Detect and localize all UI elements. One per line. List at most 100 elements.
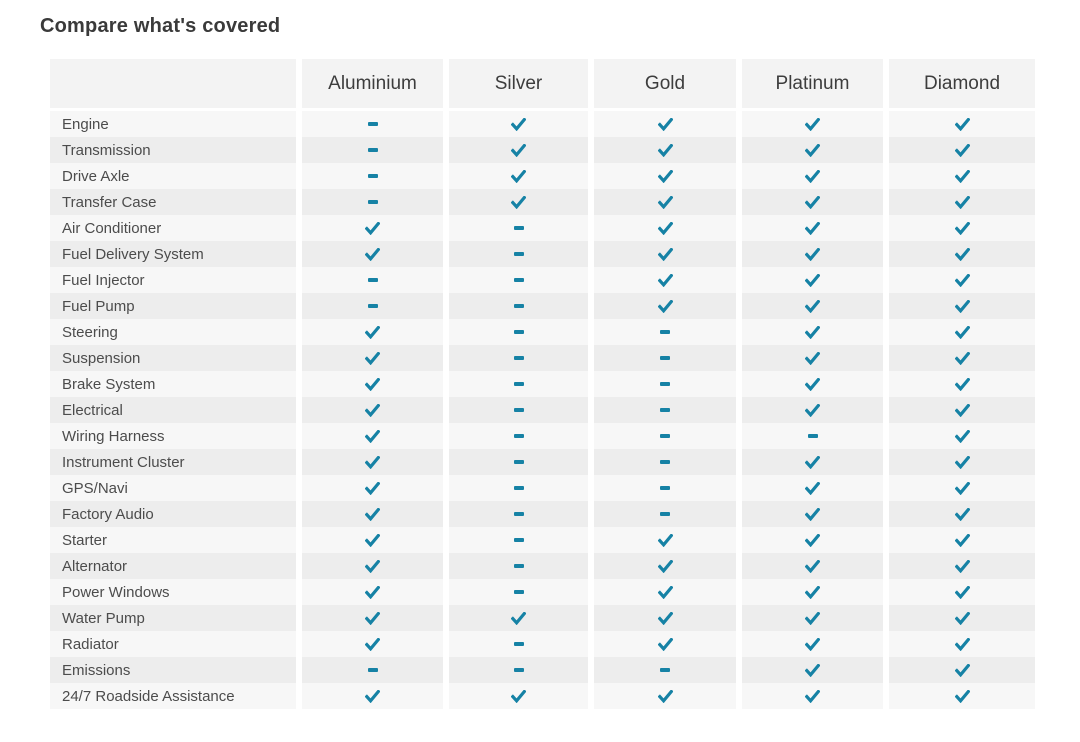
coverage-cell bbox=[302, 475, 443, 501]
row-label: GPS/Navi bbox=[50, 475, 296, 501]
coverage-cell bbox=[889, 319, 1035, 345]
dash-icon bbox=[367, 148, 378, 152]
column-header-platinum: Platinum bbox=[742, 59, 883, 108]
coverage-cell bbox=[889, 631, 1035, 657]
dash-icon bbox=[660, 486, 670, 490]
table-row: 24/7 Roadside Assistance bbox=[50, 683, 1035, 709]
coverage-cell bbox=[742, 579, 883, 605]
check-icon bbox=[657, 273, 673, 287]
check-icon bbox=[511, 611, 526, 625]
coverage-cell bbox=[742, 163, 883, 189]
check-icon bbox=[365, 455, 380, 469]
check-icon bbox=[365, 559, 380, 573]
coverage-cell bbox=[889, 475, 1035, 501]
coverage-cell bbox=[449, 501, 588, 527]
coverage-cell bbox=[889, 501, 1035, 527]
row-label: 24/7 Roadside Assistance bbox=[50, 683, 296, 709]
coverage-cell bbox=[742, 345, 883, 371]
coverage-cell bbox=[302, 683, 443, 709]
coverage-cell bbox=[889, 111, 1035, 137]
coverage-cell bbox=[889, 163, 1035, 189]
table-row: GPS/Navi bbox=[50, 475, 1035, 501]
check-icon bbox=[365, 533, 380, 547]
coverage-cell bbox=[889, 267, 1035, 293]
column-header-gold: Gold bbox=[594, 59, 736, 108]
check-icon bbox=[805, 455, 820, 469]
dash-icon bbox=[660, 512, 670, 516]
coverage-cell bbox=[742, 319, 883, 345]
dash-icon bbox=[513, 304, 524, 308]
coverage-cell bbox=[302, 189, 443, 215]
coverage-cell bbox=[302, 397, 443, 423]
check-icon bbox=[365, 429, 380, 443]
dash-icon bbox=[367, 174, 378, 178]
table-row: Water Pump bbox=[50, 605, 1035, 631]
coverage-cell bbox=[889, 423, 1035, 449]
check-icon bbox=[365, 585, 380, 599]
check-icon bbox=[805, 299, 820, 313]
coverage-cell bbox=[594, 449, 736, 475]
coverage-cell bbox=[742, 371, 883, 397]
check-icon bbox=[954, 637, 970, 651]
row-label: Wiring Harness bbox=[50, 423, 296, 449]
dash-icon bbox=[513, 512, 524, 516]
coverage-cell bbox=[889, 553, 1035, 579]
coverage-cell bbox=[449, 657, 588, 683]
coverage-cell bbox=[742, 397, 883, 423]
table-row: Brake System bbox=[50, 371, 1035, 397]
coverage-cell bbox=[302, 527, 443, 553]
coverage-cell bbox=[302, 319, 443, 345]
coverage-cell bbox=[889, 241, 1035, 267]
coverage-cell bbox=[742, 449, 883, 475]
coverage-cell bbox=[889, 657, 1035, 683]
coverage-cell bbox=[594, 475, 736, 501]
dash-icon bbox=[513, 278, 524, 282]
row-label: Alternator bbox=[50, 553, 296, 579]
check-icon bbox=[805, 247, 820, 261]
dash-icon bbox=[660, 668, 670, 672]
check-icon bbox=[805, 221, 820, 235]
row-label: Water Pump bbox=[50, 605, 296, 631]
check-icon bbox=[954, 663, 970, 677]
row-label: Starter bbox=[50, 527, 296, 553]
coverage-cell bbox=[594, 371, 736, 397]
check-icon bbox=[657, 247, 673, 261]
check-icon bbox=[511, 117, 526, 131]
coverage-cell bbox=[889, 345, 1035, 371]
table-row: Electrical bbox=[50, 397, 1035, 423]
check-icon bbox=[954, 559, 970, 573]
check-icon bbox=[657, 143, 673, 157]
check-icon bbox=[954, 247, 970, 261]
coverage-cell bbox=[594, 189, 736, 215]
header-spacer-cell bbox=[50, 59, 296, 108]
check-icon bbox=[954, 117, 970, 131]
check-icon bbox=[805, 637, 820, 651]
coverage-cell bbox=[302, 241, 443, 267]
check-icon bbox=[805, 689, 820, 703]
check-icon bbox=[657, 169, 673, 183]
coverage-cell bbox=[449, 215, 588, 241]
row-label: Transfer Case bbox=[50, 189, 296, 215]
check-icon bbox=[657, 299, 673, 313]
table-row: Radiator bbox=[50, 631, 1035, 657]
coverage-cell bbox=[449, 189, 588, 215]
coverage-cell bbox=[742, 527, 883, 553]
row-label: Electrical bbox=[50, 397, 296, 423]
coverage-cell bbox=[449, 605, 588, 631]
table-row: Transmission bbox=[50, 137, 1035, 163]
check-icon bbox=[365, 325, 380, 339]
coverage-cell bbox=[449, 475, 588, 501]
coverage-cell bbox=[302, 111, 443, 137]
row-label: Engine bbox=[50, 111, 296, 137]
coverage-cell bbox=[302, 605, 443, 631]
dash-icon bbox=[513, 330, 524, 334]
check-icon bbox=[954, 429, 970, 443]
coverage-cell bbox=[594, 657, 736, 683]
table-row: Starter bbox=[50, 527, 1035, 553]
coverage-cell bbox=[449, 267, 588, 293]
coverage-cell bbox=[742, 553, 883, 579]
coverage-cell bbox=[594, 319, 736, 345]
coverage-cell bbox=[742, 215, 883, 241]
coverage-cell bbox=[594, 423, 736, 449]
check-icon bbox=[805, 325, 820, 339]
